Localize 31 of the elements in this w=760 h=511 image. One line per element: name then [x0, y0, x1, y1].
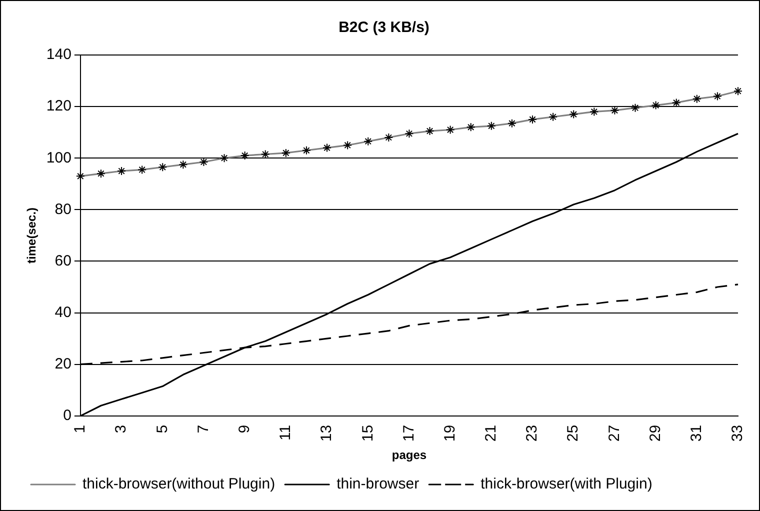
x-tick-label: 3: [112, 424, 130, 434]
x-tick-label: 31: [688, 424, 706, 442]
legend-label: thick-browser(with Plugin): [480, 476, 652, 493]
x-tick-label: 21: [482, 424, 500, 442]
x-tick-label: 17: [400, 424, 418, 442]
y-tick-label: 100: [46, 149, 72, 166]
x-axis-title: pages: [392, 448, 427, 462]
y-tick-label: 80: [54, 200, 72, 218]
x-tick-label: 7: [194, 424, 212, 434]
x-tick-label: 23: [524, 424, 541, 442]
legend-label: thin-browser: [336, 476, 420, 493]
x-tick-label: 27: [606, 424, 623, 442]
y-tick-label: 40: [54, 304, 72, 321]
x-tick-label: 9: [236, 424, 253, 434]
x-tick-label: 25: [564, 424, 582, 442]
y-tick-label: 0: [63, 407, 72, 424]
y-tick-label: 140: [46, 46, 72, 64]
x-tick-label: 13: [318, 424, 336, 442]
x-tick-label: 15: [359, 424, 376, 442]
y-tick-label: 120: [46, 98, 72, 115]
x-tick-label: 33: [729, 424, 746, 442]
chart-title: B2C (3 KB/s): [338, 19, 430, 36]
y-tick-label: 20: [54, 355, 72, 372]
x-tick-label: 11: [277, 424, 294, 440]
x-tick-label: 1: [72, 424, 89, 434]
x-tick-label: 29: [646, 424, 664, 442]
x-tick-label: 19: [441, 424, 458, 442]
x-tick-label: 5: [154, 424, 171, 434]
y-tick-label: 60: [54, 252, 72, 270]
y-axis-title: time(sec.): [24, 207, 39, 264]
legend-label: thick-browser(without Plugin): [82, 476, 276, 493]
